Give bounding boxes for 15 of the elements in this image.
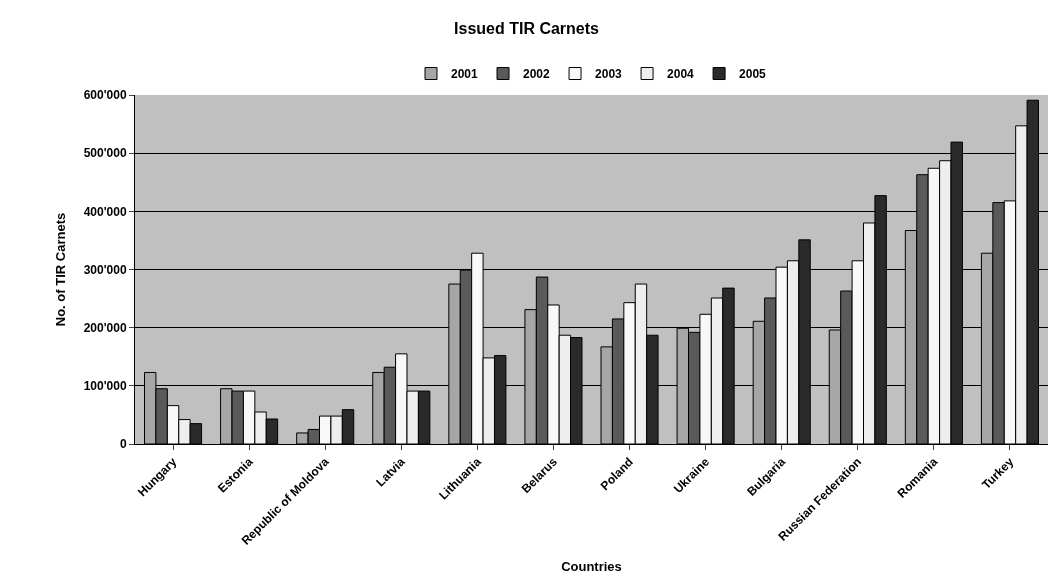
y-tick-label: 200'000 [83, 320, 127, 335]
y-tick-label: 600'000 [83, 88, 127, 103]
legend-label: 2005 [739, 67, 767, 82]
y-tick-label: 0 [119, 437, 127, 452]
chart-title: Issued TIR Carnets [454, 20, 600, 38]
y-tick-label: 300'000 [83, 262, 127, 277]
legend-label: 2003 [595, 67, 623, 82]
y-axis-title: No. of TIR Carnets [52, 212, 68, 327]
legend-label: 2001 [451, 67, 479, 82]
legend-label: 2004 [667, 67, 695, 82]
y-tick-label: 400'000 [83, 204, 127, 219]
y-tick-label: 100'000 [83, 379, 127, 394]
legend-label: 2002 [523, 67, 551, 82]
x-axis-title: Countries [561, 559, 622, 575]
y-tick-label: 500'000 [83, 146, 127, 161]
